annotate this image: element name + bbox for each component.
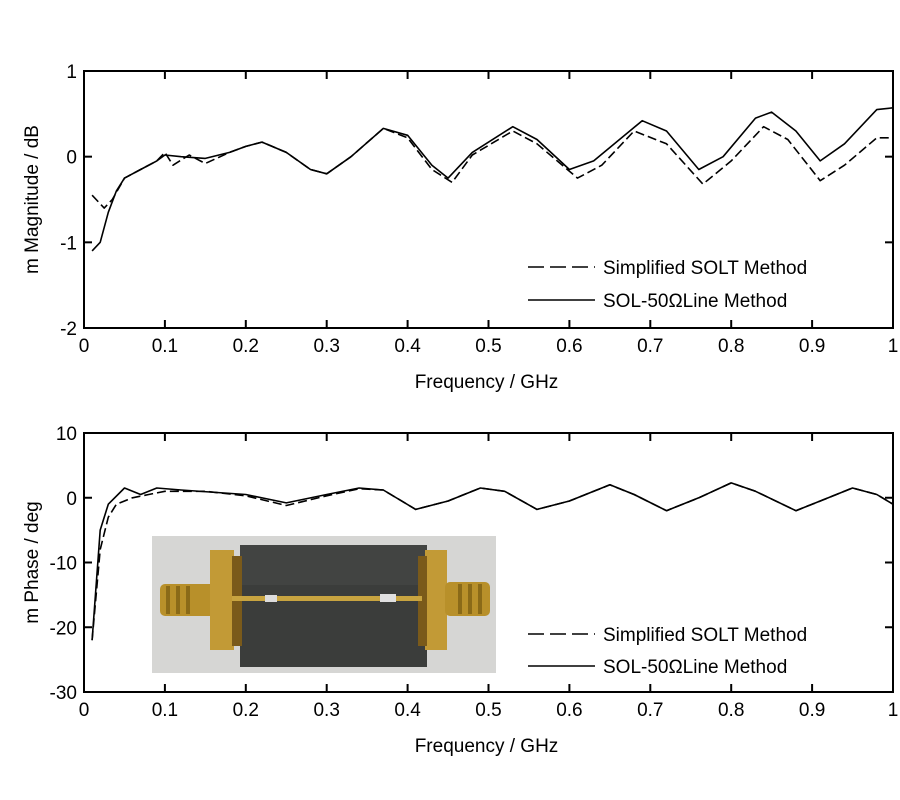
x-tick-label: 0.8 bbox=[718, 700, 744, 721]
x-axis-label: Frequency / GHz bbox=[415, 372, 559, 393]
x-tick-label: 0.9 bbox=[799, 700, 825, 721]
x-tick-label: 0.3 bbox=[313, 336, 339, 357]
x-tick-label: 0.4 bbox=[394, 336, 421, 357]
x-tick-label: 1 bbox=[888, 700, 899, 721]
x-tick-label: 1 bbox=[888, 336, 899, 357]
legend-entry: SOL-50ΩLine Method bbox=[603, 657, 787, 678]
y-tick-label: -10 bbox=[50, 554, 77, 575]
legend-entry: Simplified SOLT Method bbox=[603, 625, 807, 646]
x-axis-label: Frequency / GHz bbox=[415, 736, 559, 757]
y-tick-label: -20 bbox=[50, 618, 77, 639]
phase-plot: 0 0.1 0.2 0.3 0.4 0.5 0.6 0.7 0.8 0.9 1 -30 -20 -10 0 1… bbox=[22, 424, 898, 757]
x-tick-label: 0.1 bbox=[152, 700, 178, 721]
y-tick-label: 0 bbox=[66, 489, 77, 510]
magnitude-plot: 0 0.1 0.2 0.3 0.4 0.5 0.6 0.7 0.8 0.9 1 -2 -1 0 1 Frequ… bbox=[22, 62, 898, 393]
y-tick-label: 0 bbox=[66, 148, 77, 169]
x-tick-label: 0.3 bbox=[313, 700, 339, 721]
x-tick-label: 0.7 bbox=[637, 700, 663, 721]
legend-entry: SOL-50ΩLine Method bbox=[603, 291, 787, 312]
x-tick-label: 0.7 bbox=[637, 336, 663, 357]
axes-frame bbox=[83, 70, 894, 329]
x-tick-label: 0.5 bbox=[475, 700, 501, 721]
y-tick-label: -30 bbox=[50, 683, 77, 704]
y-tick-label: -2 bbox=[60, 319, 77, 340]
x-tick-label: 0.8 bbox=[718, 336, 744, 357]
y-tick-label: 10 bbox=[56, 424, 77, 445]
y-axis-label: m Magnitude / dB bbox=[22, 125, 43, 274]
x-tick-label: 0.1 bbox=[152, 336, 178, 357]
y-axis-label: m Phase / deg bbox=[22, 501, 43, 624]
y-tick-label: -1 bbox=[60, 233, 77, 254]
inset-photo-device bbox=[152, 536, 496, 673]
x-tick-label: 0.9 bbox=[799, 336, 825, 357]
x-tick-label: 0.6 bbox=[556, 700, 582, 721]
x-tick-label: 0 bbox=[79, 336, 90, 357]
y-tick-label: 1 bbox=[66, 62, 77, 83]
series-line-simplified-solt bbox=[91, 125, 893, 209]
series-line-sol-50ohm-line bbox=[91, 107, 894, 252]
x-tick-label: 0.2 bbox=[233, 336, 259, 357]
x-tick-label: 0.5 bbox=[475, 336, 501, 357]
x-tick-label: 0 bbox=[79, 700, 90, 721]
x-tick-label: 0.2 bbox=[233, 700, 259, 721]
x-tick-label: 0.6 bbox=[556, 336, 582, 357]
series-line-sol-50ohm-line bbox=[91, 482, 894, 641]
x-tick-label: 0.4 bbox=[394, 700, 421, 721]
legend-entry: Simplified SOLT Method bbox=[603, 258, 807, 279]
